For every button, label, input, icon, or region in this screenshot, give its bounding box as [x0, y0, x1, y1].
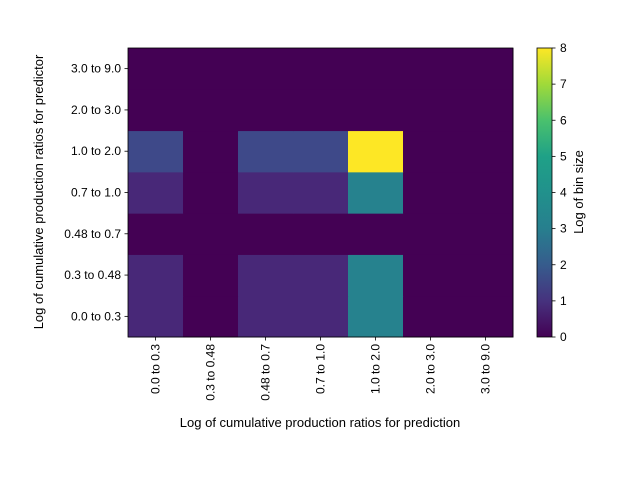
heatmap-cell: [238, 130, 294, 173]
heatmap-cell: [128, 295, 184, 338]
colorbar-tick-label: 2: [560, 258, 567, 272]
x-tick-label: 2.0 to 3.0: [424, 344, 438, 394]
y-tick-label: 0.0 to 0.3: [71, 309, 121, 323]
x-tick-label: 0.48 to 0.7: [259, 344, 273, 401]
heatmap-cells: [128, 48, 514, 338]
heatmap-cell: [238, 89, 294, 132]
colorbar: [536, 47, 553, 338]
x-tick-label: 0.7 to 1.0: [314, 344, 328, 394]
heatmap-cell: [238, 295, 294, 338]
y-tick-label: 3.0 to 9.0: [71, 62, 121, 76]
heatmap-cell: [128, 89, 184, 132]
colorbar-tick-label: 8: [560, 41, 567, 55]
heatmap-cell: [348, 130, 404, 173]
heatmap-cell: [238, 254, 294, 297]
heatmap-cell: [293, 295, 349, 338]
heatmap-cell: [183, 48, 239, 90]
heatmap-cell: [293, 213, 349, 255]
heatmap-cell: [293, 48, 349, 90]
colorbar-tick-label: 3: [560, 222, 567, 236]
y-tick-label: 1.0 to 2.0: [71, 144, 121, 158]
heatmap-cell: [183, 89, 239, 132]
heatmap-cell: [183, 295, 239, 338]
heatmap-cell: [128, 254, 184, 297]
heatmap-cell: [183, 171, 239, 214]
y-tick-label: 2.0 to 3.0: [71, 103, 121, 117]
heatmap-cell: [128, 48, 184, 90]
heatmap-cell: [458, 89, 514, 132]
colorbar-tick-label: 1: [560, 294, 567, 308]
heatmap-cell: [403, 295, 459, 338]
x-tick-label: 0.3 to 0.48: [204, 344, 218, 401]
heatmap-cell: [458, 213, 514, 255]
colorbar-tick-label: 0: [560, 330, 567, 344]
heatmap-cell: [403, 130, 459, 173]
y-tick-label: 0.7 to 1.0: [71, 186, 121, 200]
heatmap-cell: [348, 171, 404, 214]
heatmap-cell: [458, 171, 514, 214]
heatmap-cell: [403, 254, 459, 297]
x-axis-label: Log of cumulative production ratios for …: [180, 415, 460, 430]
colorbar-label: Log of bin size: [571, 150, 586, 234]
colorbar-tick-label: 4: [560, 186, 567, 200]
heatmap-cell: [403, 171, 459, 214]
heatmap-cell: [183, 130, 239, 173]
heatmap-cell: [238, 213, 294, 255]
heatmap-cell: [293, 171, 349, 214]
heatmap-cell: [128, 213, 184, 255]
heatmap-cell: [128, 130, 184, 173]
heatmap-cell: [458, 48, 514, 90]
x-axis-ticks: 0.0 to 0.3 0.3 to 0.48 0.48 to 0.7 0.7 to 1…: [149, 337, 493, 401]
heatmap-cell: [403, 89, 459, 132]
y-tick-label: 0.48 to 0.7: [64, 227, 121, 241]
y-tick-label: 0.3 to 0.48: [64, 268, 121, 282]
heatmap-cell: [348, 48, 404, 90]
heatmap-cell: [238, 171, 294, 214]
x-tick-label: 1.0 to 2.0: [369, 344, 383, 394]
x-tick-label: 3.0 to 9.0: [479, 344, 493, 394]
heatmap-cell: [293, 254, 349, 297]
heatmap-cell: [403, 48, 459, 90]
heatmap-cell: [183, 213, 239, 255]
heatmap-cell: [458, 130, 514, 173]
x-tick-label: 0.0 to 0.3: [149, 344, 163, 394]
y-axis-ticks: 0.0 to 0.3 0.3 to 0.48 0.48 to 0.7 0.7 to 1…: [64, 62, 128, 323]
heatmap-cell: [128, 171, 184, 214]
colorbar-tick-label: 5: [560, 149, 567, 163]
heatmap-cell: [238, 48, 294, 90]
heatmap-cell: [348, 295, 404, 338]
heatmap-cell: [348, 213, 404, 255]
heatmap-cell: [293, 130, 349, 173]
y-axis-label: Log of cumulative production ratios for …: [31, 54, 46, 329]
colorbar-tick-label: 6: [560, 113, 567, 127]
heatmap-cell: [348, 254, 404, 297]
heatmap-cell: [348, 89, 404, 132]
colorbar-ticks: 0 1 2 3 4 5 6 7 8: [552, 41, 567, 344]
heatmap-cell: [403, 213, 459, 255]
heatmap-cell: [293, 89, 349, 132]
colorbar-tick-label: 7: [560, 77, 567, 91]
heatmap-cell: [458, 254, 514, 297]
heatmap-cell: [183, 254, 239, 297]
heatmap-cell: [458, 295, 514, 338]
